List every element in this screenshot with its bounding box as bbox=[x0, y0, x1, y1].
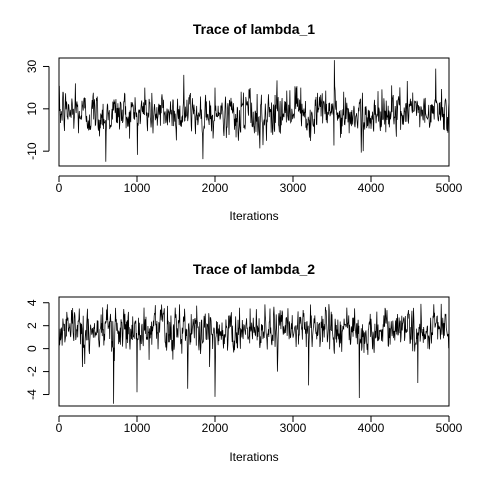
panel-2-x-tick-label: 3000 bbox=[280, 421, 307, 435]
panel-2-y-tick-label: 4 bbox=[25, 299, 39, 306]
panel-1-trace-line bbox=[58, 60, 450, 162]
panel-2-y-tick-label: 2 bbox=[25, 322, 39, 329]
panel-1-y-tick-label: 30 bbox=[25, 59, 39, 73]
panel-2-x-tick-label: 4000 bbox=[358, 421, 385, 435]
panel-2-x-tick-label: 2000 bbox=[202, 421, 229, 435]
panel-1-x-tick-label: 5000 bbox=[436, 181, 463, 195]
panel-2-title: Trace of lambda_2 bbox=[193, 261, 315, 277]
panel-1-x-tick-label: 1000 bbox=[124, 181, 151, 195]
panel-2-y-tick-label: -2 bbox=[25, 366, 39, 377]
panel-2-trace-line bbox=[58, 303, 450, 404]
panel-2-plot-frame bbox=[58, 296, 450, 407]
panel-1-plot-frame bbox=[58, 57, 450, 167]
panel-1-x-tick-label: 0 bbox=[56, 181, 63, 195]
panel-2-x-tick-label: 5000 bbox=[436, 421, 463, 435]
panel-1-y-tick-label: 10 bbox=[25, 102, 39, 116]
panel-1-x-tick-label: 3000 bbox=[280, 181, 307, 195]
panel-1-x-tick-label: 4000 bbox=[358, 181, 385, 195]
panel-2-x-tick-label: 1000 bbox=[124, 421, 151, 435]
panel-2-y-tick-label: 0 bbox=[25, 345, 39, 352]
panel-2-x-tick-label: 0 bbox=[56, 421, 63, 435]
panel-1-title: Trace of lambda_1 bbox=[193, 21, 315, 37]
panel-1-y-tick-label: -10 bbox=[25, 142, 39, 160]
panel-2-x-axis-label: Iterations bbox=[229, 450, 278, 464]
panel-2-y-tick-label: -4 bbox=[25, 389, 39, 400]
panel-1-x-axis-label: Iterations bbox=[229, 209, 278, 223]
panel-1-x-tick-label: 2000 bbox=[202, 181, 229, 195]
